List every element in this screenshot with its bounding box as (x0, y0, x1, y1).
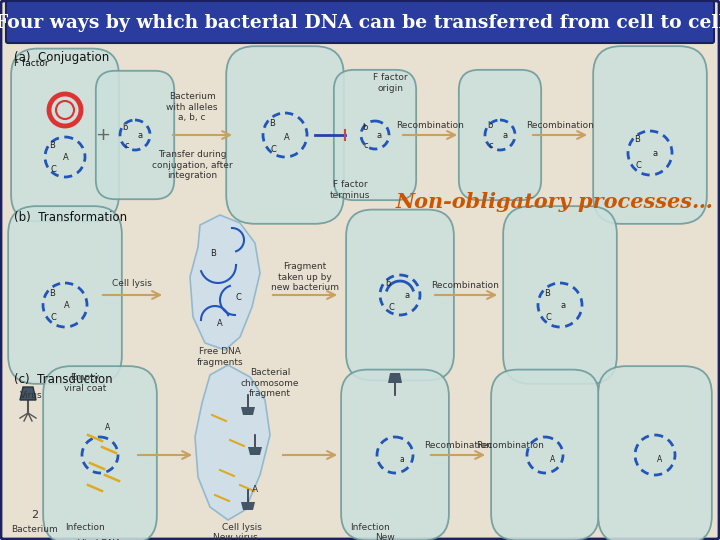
FancyBboxPatch shape (346, 210, 454, 380)
Polygon shape (248, 447, 262, 455)
Text: A: A (550, 456, 556, 464)
Text: C: C (50, 313, 56, 321)
Text: a: a (400, 456, 405, 464)
FancyBboxPatch shape (503, 206, 617, 384)
Text: B: B (634, 136, 640, 145)
Text: B: B (544, 288, 550, 298)
Text: C: C (388, 303, 394, 313)
Text: a: a (503, 132, 508, 140)
Text: a: a (652, 148, 657, 158)
Text: C: C (545, 313, 551, 321)
Text: Infection: Infection (350, 523, 390, 531)
Text: (c)  Transduction: (c) Transduction (14, 374, 112, 387)
Text: A: A (63, 152, 69, 161)
Text: +: + (96, 126, 110, 144)
Text: b: b (487, 122, 492, 131)
Text: A: A (284, 132, 290, 141)
Text: Recombination: Recombination (431, 280, 499, 289)
FancyBboxPatch shape (8, 206, 122, 384)
Text: b: b (122, 123, 127, 132)
FancyBboxPatch shape (226, 46, 344, 224)
FancyBboxPatch shape (11, 49, 119, 221)
Text: b: b (362, 123, 368, 132)
Text: a: a (560, 300, 566, 309)
Text: Infection: Infection (65, 523, 105, 531)
FancyBboxPatch shape (43, 366, 157, 540)
Text: A: A (657, 456, 662, 464)
Text: C: C (270, 145, 276, 153)
Text: B: B (210, 248, 216, 258)
Text: A: A (217, 319, 223, 327)
Text: Cell lysis: Cell lysis (222, 523, 262, 531)
Polygon shape (195, 365, 270, 520)
Polygon shape (241, 407, 255, 415)
Text: c: c (364, 140, 369, 150)
Text: b: b (385, 279, 391, 287)
Text: Transfer during
conjugation, after
integration: Transfer during conjugation, after integ… (152, 150, 233, 180)
FancyBboxPatch shape (491, 369, 599, 540)
Text: New virus
particles: New virus particles (212, 534, 257, 540)
Text: Viral DNA: Viral DNA (78, 538, 122, 540)
Polygon shape (388, 373, 402, 383)
Text: A: A (105, 422, 111, 431)
Text: F factor
terminus: F factor terminus (330, 180, 370, 200)
FancyBboxPatch shape (593, 46, 707, 224)
Text: a: a (377, 132, 382, 140)
Text: Bacterium: Bacterium (12, 525, 58, 535)
Text: Bacterial
chromosome
fragment: Bacterial chromosome fragment (240, 368, 300, 398)
Text: C: C (50, 165, 56, 173)
FancyBboxPatch shape (341, 369, 449, 540)
Polygon shape (241, 502, 255, 510)
Text: C: C (635, 160, 641, 170)
FancyBboxPatch shape (459, 70, 541, 200)
Text: a: a (405, 292, 410, 300)
Polygon shape (190, 215, 260, 350)
FancyBboxPatch shape (6, 1, 714, 43)
Text: c: c (489, 141, 493, 151)
Text: A: A (64, 300, 70, 309)
Text: Four ways by which bacterial DNA can be transferred from cell to cell: Four ways by which bacterial DNA can be … (0, 14, 720, 32)
Text: Cell lysis: Cell lysis (112, 279, 152, 287)
Text: C: C (235, 293, 241, 301)
Text: F factor: F factor (14, 58, 49, 68)
Polygon shape (20, 387, 36, 400)
Text: F factor
origin: F factor origin (373, 73, 408, 93)
Text: Recombination: Recombination (526, 120, 594, 130)
Text: B: B (49, 140, 55, 150)
Text: c: c (125, 140, 130, 150)
Text: a: a (138, 132, 143, 140)
Text: (a)  Conjugation: (a) Conjugation (14, 51, 109, 64)
Text: A: A (252, 485, 258, 495)
Text: Recombination: Recombination (396, 120, 464, 130)
Text: Empty
viral coat: Empty viral coat (64, 373, 106, 393)
Text: B: B (49, 288, 55, 298)
Text: New
bacterium: New bacterium (362, 534, 408, 540)
Text: Bacterium
with alleles
a, b, c: Bacterium with alleles a, b, c (166, 92, 217, 122)
Text: Recombination: Recombination (476, 441, 544, 449)
Text: Non-obligatory processes…: Non-obligatory processes… (395, 192, 714, 213)
Text: B: B (269, 118, 275, 127)
Text: 2: 2 (32, 510, 39, 520)
Text: (b)  Transformation: (b) Transformation (14, 212, 127, 225)
FancyBboxPatch shape (334, 70, 416, 200)
Text: Virus: Virus (20, 390, 42, 400)
Text: Free DNA
fragments: Free DNA fragments (197, 347, 243, 367)
Text: Fragment
taken up by
new bacterium: Fragment taken up by new bacterium (271, 262, 339, 292)
Text: Recombination: Recombination (424, 441, 492, 449)
FancyBboxPatch shape (598, 366, 712, 540)
FancyBboxPatch shape (96, 71, 174, 199)
